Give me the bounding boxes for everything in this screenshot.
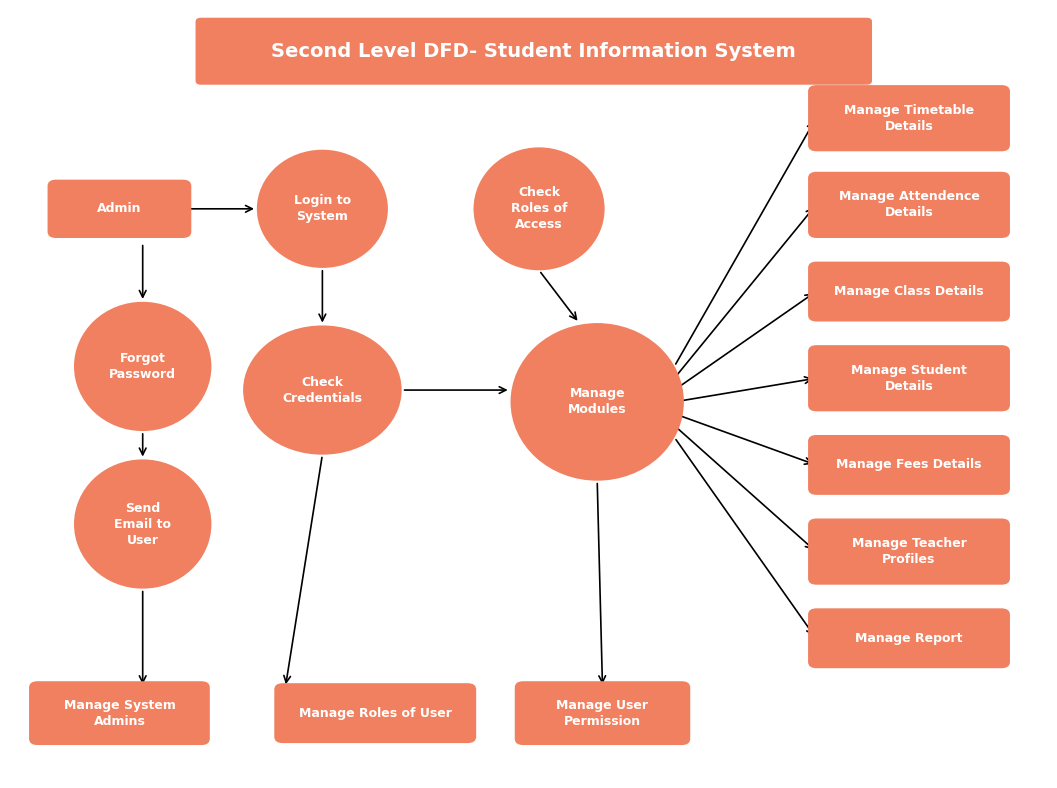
FancyBboxPatch shape <box>808 345 1010 411</box>
Ellipse shape <box>511 323 684 481</box>
Text: Manage Teacher
Profiles: Manage Teacher Profiles <box>852 537 966 566</box>
FancyBboxPatch shape <box>808 435 1010 495</box>
Text: Manage Fees Details: Manage Fees Details <box>836 459 982 471</box>
FancyBboxPatch shape <box>48 180 191 238</box>
FancyBboxPatch shape <box>808 519 1010 585</box>
Text: Check
Roles of
Access: Check Roles of Access <box>511 186 568 232</box>
FancyBboxPatch shape <box>808 85 1010 151</box>
Text: Manage User
Permission: Manage User Permission <box>556 699 649 727</box>
Text: Manage System
Admins: Manage System Admins <box>63 699 175 727</box>
FancyBboxPatch shape <box>196 18 872 84</box>
Text: Manage Student
Details: Manage Student Details <box>851 364 967 392</box>
FancyBboxPatch shape <box>808 172 1010 238</box>
Text: Manage
Modules: Manage Modules <box>568 388 627 416</box>
Text: Forgot
Password: Forgot Password <box>109 352 177 381</box>
Text: Send
Email to
User: Send Email to User <box>114 501 171 547</box>
Text: Manage Timetable
Details: Manage Timetable Details <box>843 104 975 132</box>
Text: Manage Roles of User: Manage Roles of User <box>299 707 451 719</box>
FancyBboxPatch shape <box>515 681 690 745</box>
Text: Manage Class Details: Manage Class Details <box>834 285 984 298</box>
Ellipse shape <box>74 459 211 589</box>
Ellipse shape <box>257 150 388 268</box>
Ellipse shape <box>243 325 402 455</box>
Text: Manage Report: Manage Report <box>855 632 963 645</box>
FancyBboxPatch shape <box>808 262 1010 322</box>
Text: Admin: Admin <box>97 203 142 215</box>
FancyBboxPatch shape <box>808 608 1010 668</box>
Text: Login to
System: Login to System <box>294 195 351 223</box>
Text: Manage Attendence
Details: Manage Attendence Details <box>838 191 980 219</box>
Ellipse shape <box>474 147 605 270</box>
Text: Check
Credentials: Check Credentials <box>282 376 363 404</box>
FancyBboxPatch shape <box>30 681 209 745</box>
Ellipse shape <box>74 302 211 431</box>
FancyBboxPatch shape <box>274 683 476 743</box>
Text: Second Level DFD- Student Information System: Second Level DFD- Student Information Sy… <box>272 42 796 61</box>
